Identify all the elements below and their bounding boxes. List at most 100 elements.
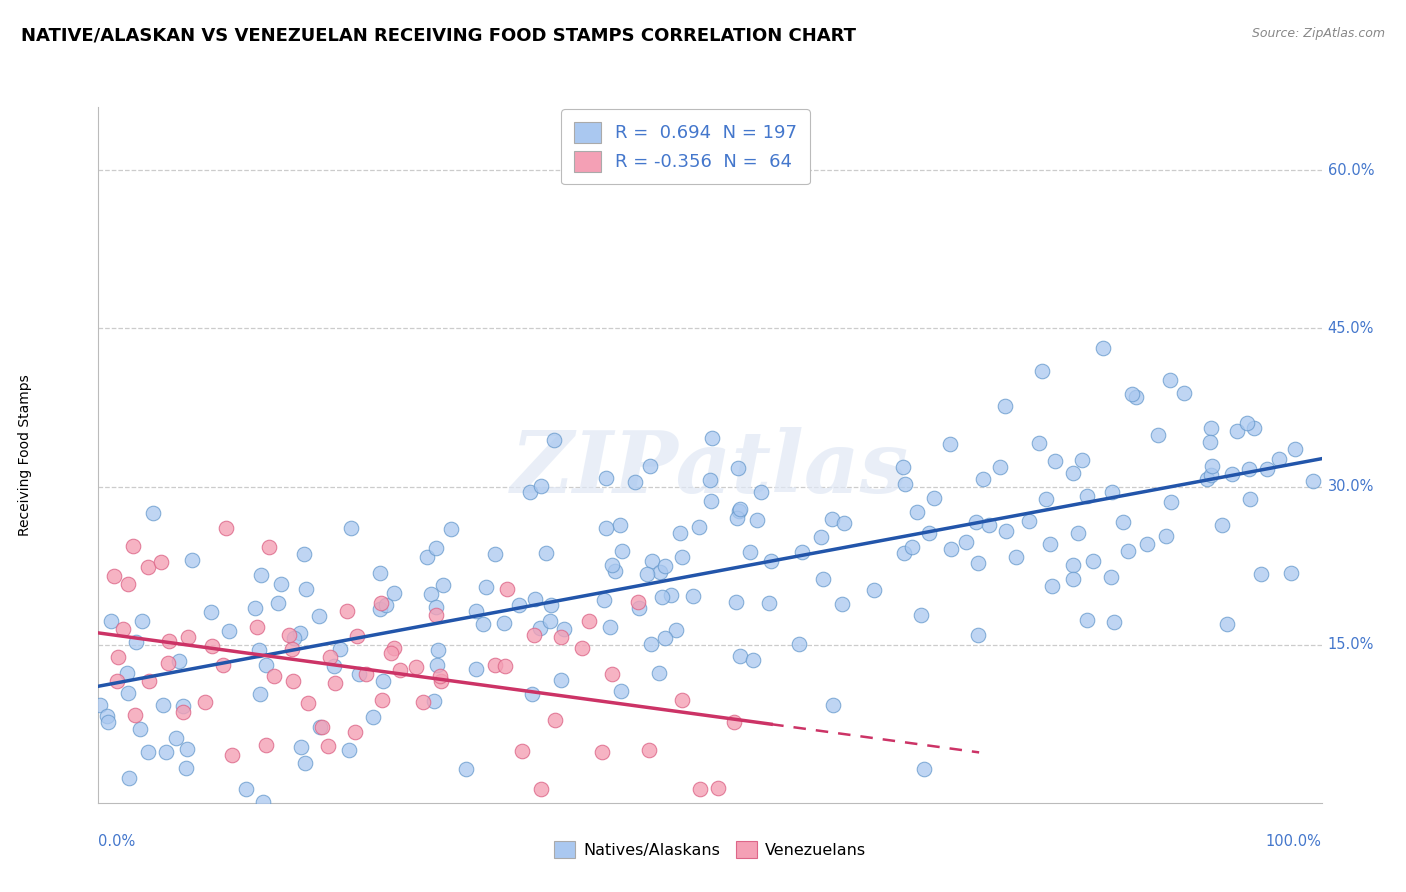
Point xyxy=(371,693,394,707)
Text: Receiving Food Stamps: Receiving Food Stamps xyxy=(18,374,32,536)
Point xyxy=(724,595,747,609)
Point xyxy=(382,586,405,600)
Point xyxy=(1220,467,1243,481)
Point xyxy=(893,476,915,491)
Point xyxy=(810,530,832,544)
Text: 45.0%: 45.0% xyxy=(1327,321,1374,336)
Point xyxy=(707,780,730,795)
Point xyxy=(524,592,547,607)
Point xyxy=(955,535,977,549)
Point xyxy=(294,756,316,771)
Point xyxy=(471,616,494,631)
Point xyxy=(405,660,427,674)
Point xyxy=(669,526,692,541)
Point xyxy=(290,740,312,755)
Point xyxy=(730,502,752,516)
Point xyxy=(249,687,271,701)
Text: 15.0%: 15.0% xyxy=(1327,637,1374,652)
Point xyxy=(891,460,914,475)
Point xyxy=(124,635,146,649)
Point xyxy=(1201,458,1223,473)
Point xyxy=(599,620,621,634)
Point xyxy=(1018,514,1040,528)
Point xyxy=(1116,544,1139,558)
Point xyxy=(118,771,141,785)
Point xyxy=(918,526,941,541)
Point xyxy=(1160,495,1182,509)
Point xyxy=(832,516,855,530)
Point xyxy=(440,522,463,536)
Point xyxy=(1159,373,1181,387)
Point xyxy=(201,640,224,654)
Point xyxy=(745,513,768,527)
Point xyxy=(595,521,617,535)
Point xyxy=(309,721,332,735)
Point xyxy=(550,673,572,687)
Point xyxy=(89,698,111,713)
Point xyxy=(311,721,333,735)
Point xyxy=(215,520,238,534)
Point xyxy=(905,505,928,519)
Point xyxy=(174,761,197,775)
Point xyxy=(1045,454,1067,468)
Point xyxy=(416,549,439,564)
Point xyxy=(910,607,932,622)
Point xyxy=(105,674,128,689)
Point xyxy=(270,577,292,591)
Point xyxy=(790,545,813,559)
Point xyxy=(912,762,935,776)
Point xyxy=(349,667,371,681)
Point xyxy=(172,699,194,714)
Point xyxy=(308,608,330,623)
Point xyxy=(651,591,673,605)
Point xyxy=(235,781,257,796)
Point xyxy=(967,628,990,642)
Point xyxy=(1199,421,1222,435)
Point xyxy=(530,479,553,493)
Point xyxy=(610,544,633,558)
Point xyxy=(292,547,315,561)
Point xyxy=(1101,484,1123,499)
Point xyxy=(1243,420,1265,434)
Point xyxy=(671,550,693,565)
Point xyxy=(510,744,533,758)
Point xyxy=(623,475,645,489)
Point xyxy=(425,600,447,615)
Point xyxy=(419,587,441,601)
Point xyxy=(267,596,290,610)
Point xyxy=(728,649,751,664)
Point xyxy=(250,568,273,582)
Point xyxy=(142,506,165,520)
Point xyxy=(602,558,624,573)
Point xyxy=(155,745,177,759)
Point xyxy=(648,665,671,680)
Point xyxy=(1076,613,1098,627)
Point xyxy=(543,433,565,447)
Point xyxy=(432,577,454,591)
Point xyxy=(194,695,217,709)
Point xyxy=(322,659,344,673)
Point xyxy=(138,674,160,689)
Point xyxy=(423,693,446,707)
Point xyxy=(1104,615,1126,630)
Point xyxy=(939,541,962,556)
Point xyxy=(354,666,377,681)
Point xyxy=(294,582,316,597)
Text: NATIVE/ALASKAN VS VENEZUELAN RECEIVING FOOD STAMPS CORRELATION CHART: NATIVE/ALASKAN VS VENEZUELAN RECEIVING F… xyxy=(21,27,856,45)
Point xyxy=(520,687,543,701)
Point xyxy=(97,714,120,729)
Point xyxy=(727,461,749,475)
Point xyxy=(671,693,693,707)
Point xyxy=(375,598,398,612)
Text: ZIPatlas: ZIPatlas xyxy=(510,427,910,510)
Point xyxy=(893,546,915,560)
Point xyxy=(821,511,844,525)
Text: Source: ZipAtlas.com: Source: ZipAtlas.com xyxy=(1251,27,1385,40)
Point xyxy=(538,614,561,628)
Point xyxy=(283,632,305,646)
Point xyxy=(318,739,340,754)
Point xyxy=(600,667,623,681)
Point xyxy=(343,725,366,739)
Point xyxy=(492,615,515,630)
Point xyxy=(176,742,198,756)
